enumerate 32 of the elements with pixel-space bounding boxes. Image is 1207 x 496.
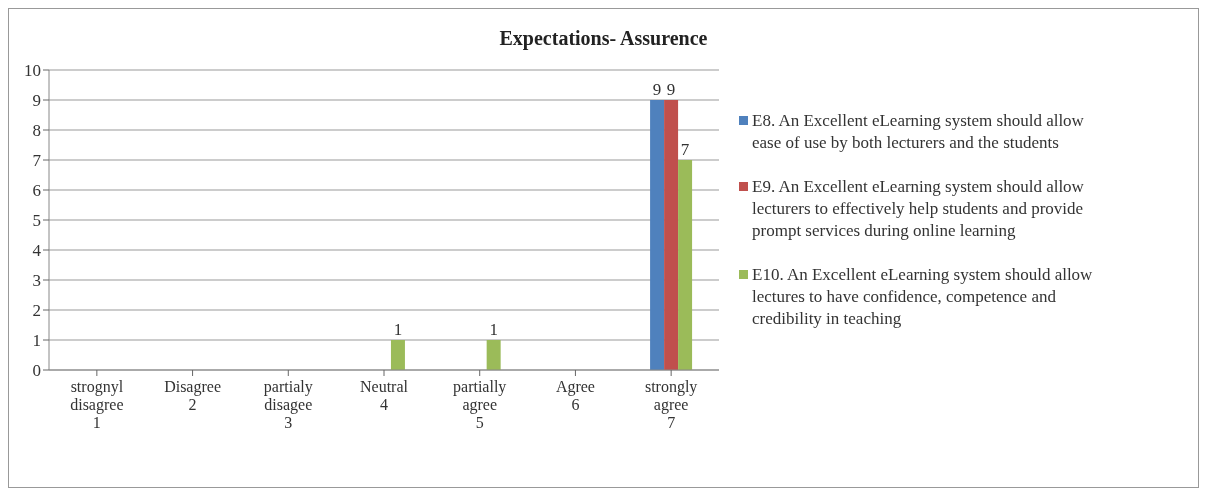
- data-label: 7: [680, 140, 690, 159]
- x-tick-label: Neutral 4: [360, 378, 409, 413]
- y-tick-label: 8: [32, 121, 41, 141]
- legend-label: E10. An Excellent eLearning system should allow lectures to have confidence, competence and credibility in teaching: [752, 264, 1094, 330]
- legend-label: E8. An Excellent eLearning system should allow ease of use by both lecturers and the students: [752, 110, 1085, 154]
- y-tick-label: 1: [32, 331, 41, 351]
- data-label: 1: [393, 320, 403, 339]
- x-tick-label: strongly agree 7: [644, 378, 698, 431]
- y-tick-label: 6: [32, 181, 41, 201]
- y-tick-label: 4: [32, 241, 42, 261]
- data-label: 1: [489, 320, 498, 339]
- bar: [486, 340, 501, 370]
- chart-title: Expectations- Assurence: [498, 26, 709, 50]
- bar: [390, 340, 405, 370]
- data-label: 9: [666, 80, 676, 99]
- y-tick-label: 2: [32, 301, 41, 321]
- y-tick-label: 9: [32, 91, 41, 111]
- y-tick-label: 7: [32, 151, 42, 171]
- x-tick-label: strognyl disagree 1: [70, 378, 124, 431]
- x-tick-label: partially agree 5: [453, 378, 507, 431]
- data-label: 9: [652, 80, 662, 99]
- y-tick-label: 5: [32, 211, 41, 231]
- y-tick-label: 3: [32, 271, 41, 291]
- bar: [664, 100, 679, 370]
- y-tick-label: 10: [24, 61, 41, 81]
- y-tick-label: 0: [32, 361, 41, 381]
- bar: [678, 160, 693, 370]
- x-tick-label: Agree 6: [555, 378, 595, 413]
- x-tick-label: Disagree 2: [164, 378, 221, 413]
- x-tick-label: partialy disagee 3: [263, 378, 313, 431]
- bar: [650, 100, 665, 370]
- legend-label: E9. An Excellent eLearning system should allow lecturers to effectively help students and provide prompt services during online learning: [752, 176, 1085, 242]
